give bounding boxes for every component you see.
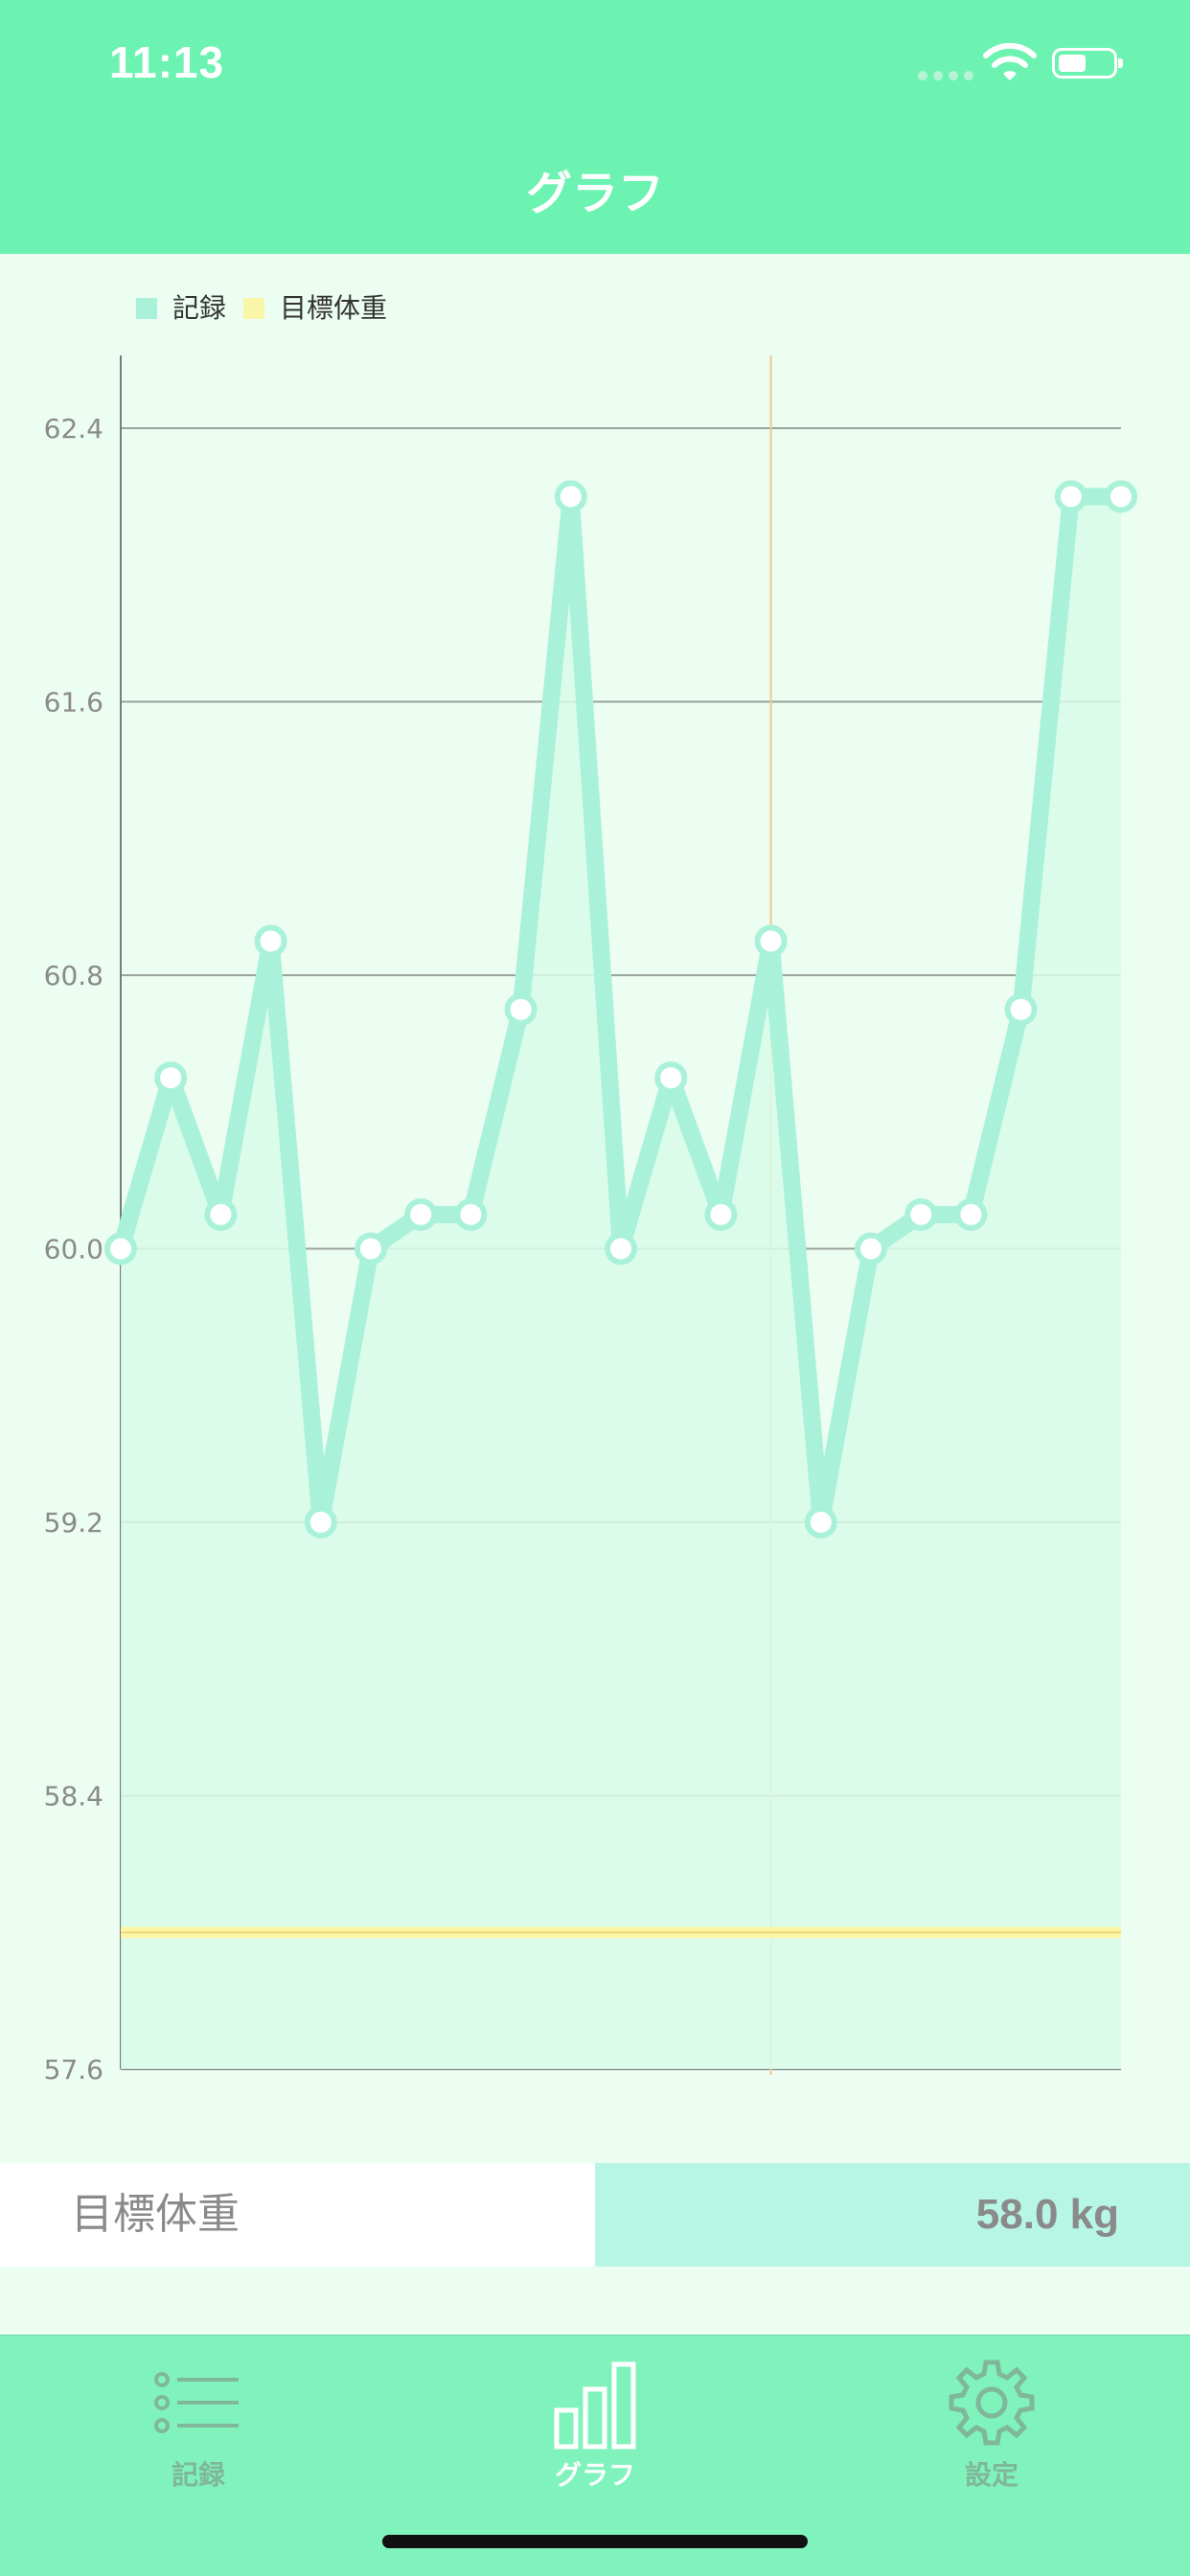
list-icon xyxy=(154,2372,239,2433)
gear-icon xyxy=(949,2359,1035,2446)
y-tick-label: 60.8 xyxy=(44,960,103,992)
weight-chart[interactable]: 記録 目標体重 62.4 61.6 60.8 60.0 59.2 58.4 57.6 xyxy=(0,254,1190,2160)
y-tick-label: 58.4 xyxy=(44,1781,103,1812)
data-point xyxy=(204,1197,238,1231)
tab-record-label: 記録 xyxy=(171,2460,225,2490)
legend-label: 目標体重 xyxy=(280,292,387,324)
tab-record[interactable]: 記録 xyxy=(0,2336,397,2508)
data-point xyxy=(1054,480,1087,513)
data-point xyxy=(804,1506,837,1539)
data-point xyxy=(355,1232,387,1265)
data-point xyxy=(855,1232,887,1265)
record-area xyxy=(121,496,1121,2069)
data-point xyxy=(904,1197,938,1231)
data-point xyxy=(605,1232,637,1265)
target-weight-row[interactable]: 目標体重 58.0 kg xyxy=(0,2163,1190,2267)
legend-swatch xyxy=(243,298,264,319)
status-time: 11:13 xyxy=(109,37,225,87)
data-point xyxy=(1004,992,1038,1026)
y-tick-label: 61.6 xyxy=(44,687,103,718)
y-tick-label: 59.2 xyxy=(44,1507,103,1539)
tab-settings-label: 設定 xyxy=(964,2460,1018,2490)
bar-chart-icon xyxy=(554,2361,636,2450)
tab-settings[interactable]: 設定 xyxy=(793,2336,1190,2508)
data-point xyxy=(1105,480,1137,513)
tab-graph-label: グラフ xyxy=(554,2460,635,2490)
data-point xyxy=(504,992,538,1026)
legend-swatch xyxy=(136,298,157,319)
data-point xyxy=(404,1197,438,1231)
target-weight-label: 目標体重 xyxy=(0,2163,595,2267)
legend-label: 記録 xyxy=(172,292,226,324)
data-point xyxy=(654,1061,688,1095)
data-point xyxy=(754,924,788,958)
battery-icon xyxy=(1052,48,1123,79)
y-tick-label: 60.0 xyxy=(44,1234,103,1265)
data-point xyxy=(454,1197,488,1231)
data-point xyxy=(154,1061,188,1095)
page-title: グラフ xyxy=(525,169,664,219)
data-point xyxy=(104,1232,137,1265)
tab-graph[interactable]: グラフ xyxy=(397,2336,793,2508)
chart-canvas: 記録 目標体重 62.4 61.6 60.8 60.0 59.2 58.4 57.6 xyxy=(44,292,1137,2086)
data-point xyxy=(254,924,287,958)
data-point xyxy=(954,1197,988,1231)
data-point xyxy=(304,1506,337,1539)
wifi-icon xyxy=(983,42,1037,80)
data-point xyxy=(704,1197,738,1231)
home-indicator xyxy=(382,2535,808,2548)
y-tick-label: 62.4 xyxy=(44,413,103,445)
header: 11:13 グラフ xyxy=(0,0,1190,254)
target-weight-value[interactable]: 58.0 kg xyxy=(595,2163,1190,2267)
cellular-signal-icon xyxy=(918,71,973,80)
y-tick-label: 57.6 xyxy=(44,2054,103,2086)
data-point xyxy=(554,480,587,513)
